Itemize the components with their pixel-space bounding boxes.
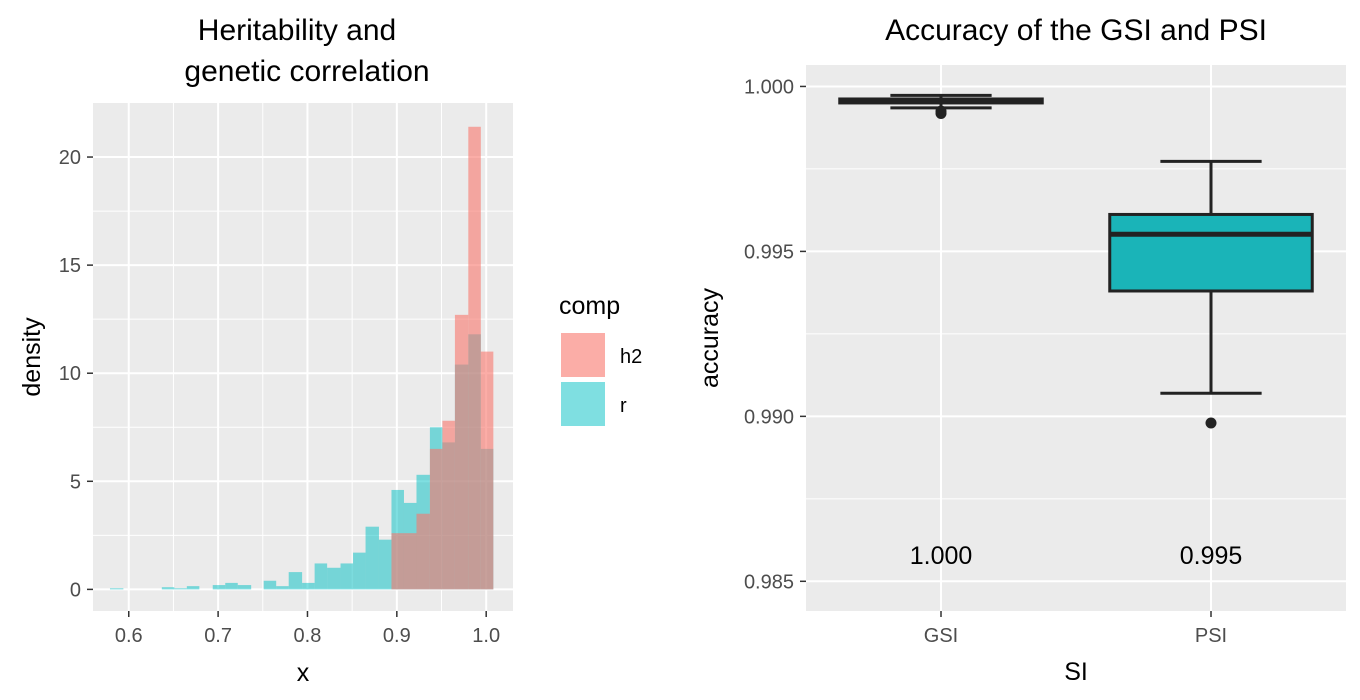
hist-bar-r (365, 526, 379, 590)
hist-title-line-2: genetic correlation (184, 55, 429, 88)
box-y-axis-label: accuracy (696, 287, 724, 388)
hist-bar-r (161, 587, 175, 590)
hist-bar-h2 (480, 351, 494, 590)
hist-y-tick-label: 15 (59, 255, 81, 277)
hist-bar-r (276, 586, 289, 590)
hist-y-tick-label: 5 (70, 471, 81, 493)
hist-bar-h2 (416, 513, 430, 590)
box-annotation-label: 1.000 (910, 542, 973, 570)
hist-bar-r (327, 567, 341, 590)
hist-bar-h2 (454, 314, 469, 590)
box-outlier (935, 105, 947, 117)
hist-bar-r (340, 563, 354, 590)
box-iqr (1108, 212, 1314, 293)
hist-bar-h2 (391, 533, 404, 590)
box-y-axis: 0.985 0.990 0.995 1.000 (744, 76, 806, 593)
box-y-tick-label: 0.990 (744, 406, 794, 428)
hist-bar-h2 (429, 448, 443, 590)
hist-bar-r (314, 563, 328, 590)
box-x-axis-label: SI (1064, 658, 1088, 686)
hist-bar-r (212, 585, 226, 590)
hist-bars-h2 (391, 126, 494, 590)
hist-bar-r (288, 572, 303, 590)
hist-title-line-1: Heritability and (198, 14, 396, 47)
histogram-panel: Heritability and genetic correlation 0 5 1… (18, 14, 513, 687)
hist-bar-r (225, 582, 238, 590)
box-annotation-label: 0.995 (1180, 542, 1243, 570)
box-title: Accuracy of the GSI and PSI (885, 14, 1267, 47)
hist-bar-r (263, 580, 277, 590)
hist-y-axis: 0 5 10 15 20 (59, 147, 93, 601)
hist-x-tick-label: 0.6 (115, 625, 143, 647)
hist-bar-r (186, 586, 200, 590)
boxplot-panel: Accuracy of the GSI and PSI 1.000 0.995 0… (696, 14, 1346, 686)
hist-bar-r (378, 539, 392, 590)
box-plot-background (806, 65, 1346, 611)
hist-x-tick-label: 0.7 (204, 625, 232, 647)
hist-x-axis-label: x (297, 659, 310, 687)
legend-key-r (561, 382, 605, 426)
hist-bar-r (302, 582, 315, 590)
hist-x-axis: 0.6 0.7 0.8 0.9 1.0 (115, 611, 500, 647)
box-marks: 1.000 0.995 (838, 93, 1314, 570)
hist-bar-r (237, 585, 252, 590)
legend-key-h2 (561, 333, 605, 377)
hist-bar-r (109, 588, 124, 590)
box-y-tick-label: 0.995 (744, 241, 794, 263)
box-outlier (1205, 417, 1217, 429)
hist-y-axis-label: density (18, 317, 46, 397)
hist-x-tick-label: 0.8 (294, 625, 322, 647)
hist-x-tick-label: 1.0 (472, 625, 500, 647)
hist-x-tick-label: 0.9 (383, 625, 411, 647)
legend-title: comp (559, 292, 620, 320)
box-x-axis: GSI PSI (924, 611, 1227, 647)
hist-bar-r (353, 552, 366, 590)
hist-bar-h2 (442, 420, 455, 590)
legend: comp h2 r (559, 292, 642, 426)
hist-bar-h2 (403, 533, 417, 590)
hist-y-tick-label: 20 (59, 147, 81, 169)
box-x-tick-label: PSI (1195, 625, 1227, 647)
hist-y-tick-label: 0 (70, 579, 81, 601)
hist-bar-r (174, 588, 187, 590)
legend-label-h2: h2 (620, 346, 642, 368)
hist-y-tick-label: 10 (59, 363, 81, 385)
box-y-tick-label: 0.985 (744, 571, 794, 593)
box-y-tick-label: 1.000 (744, 76, 794, 98)
box-x-tick-label: GSI (924, 625, 958, 647)
hist-bar-h2 (468, 126, 481, 590)
legend-label-r: r (620, 395, 627, 417)
